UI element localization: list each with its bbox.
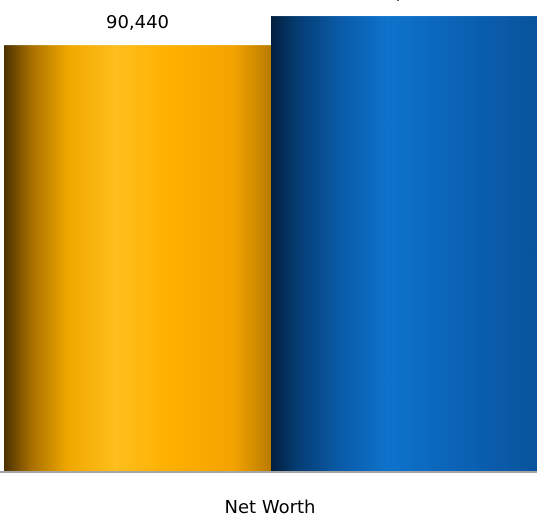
- data-label-series-1: 90,440: [106, 12, 169, 33]
- data-label-series-2: 96,597: [373, 0, 436, 4]
- bar-series-1: [4, 45, 271, 472]
- bar-series-2: [271, 16, 537, 472]
- bars-group: [4, 16, 537, 472]
- category-label: Net Worth: [225, 497, 316, 518]
- data-labels-group: 90,440 96,597: [106, 0, 436, 33]
